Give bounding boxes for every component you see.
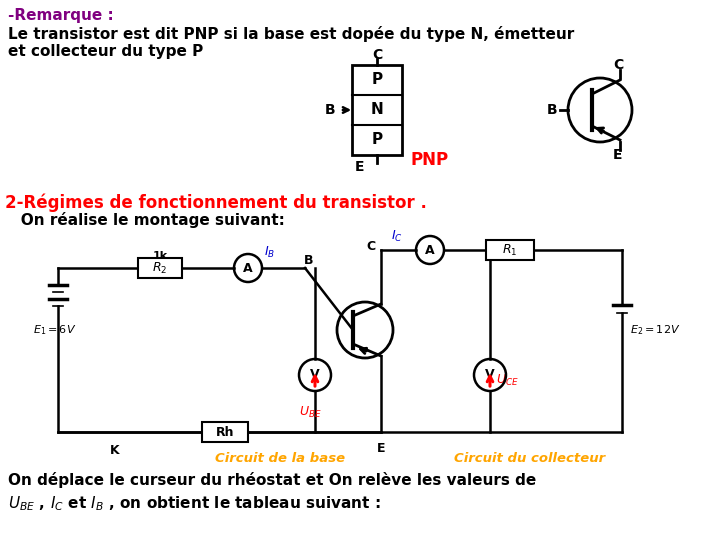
Text: V: V: [310, 368, 320, 381]
Text: V: V: [485, 368, 495, 381]
Text: et collecteur du type P: et collecteur du type P: [8, 44, 203, 59]
Text: C: C: [372, 48, 382, 62]
Text: -Remarque :: -Remarque :: [8, 8, 114, 23]
Text: $I_C$: $I_C$: [391, 228, 403, 244]
Text: $U_{BE}$ , $I_C$ et $I_B$ , on obtient le tableau suivant :: $U_{BE}$ , $I_C$ et $I_B$ , on obtient l…: [8, 494, 381, 512]
Text: B: B: [325, 103, 336, 117]
Text: $E_2 = 12V$: $E_2 = 12V$: [630, 323, 680, 337]
Text: PNP: PNP: [410, 151, 448, 169]
Text: $U_{CE}$: $U_{CE}$: [496, 373, 519, 388]
Text: B: B: [305, 253, 314, 267]
Text: 2-Régimes de fonctionnement du transistor .: 2-Régimes de fonctionnement du transisto…: [5, 193, 427, 212]
Text: On réalise le montage suivant:: On réalise le montage suivant:: [5, 212, 285, 228]
Text: K: K: [110, 444, 120, 457]
Bar: [352, 65, 402, 155]
Text: N: N: [371, 103, 383, 118]
Text: P: P: [372, 72, 382, 87]
Text: P: P: [372, 132, 382, 147]
Text: $E_1 = 6V$: $E_1 = 6V$: [33, 323, 76, 337]
Text: A: A: [243, 261, 253, 274]
Text: $I_B$: $I_B$: [264, 245, 276, 260]
Text: Rh: Rh: [216, 426, 234, 438]
Text: E: E: [613, 148, 623, 162]
Text: C: C: [613, 58, 623, 72]
Bar: [486, 240, 534, 260]
Text: B: B: [546, 103, 557, 117]
Text: E: E: [355, 160, 365, 174]
Text: Circuit de la base: Circuit de la base: [215, 451, 345, 464]
Text: On déplace le curseur du rhéostat et On relève les valeurs de: On déplace le curseur du rhéostat et On …: [8, 472, 536, 488]
Bar: [202, 422, 248, 442]
Text: Le transistor est dit PNP si la base est dopée du type N, émetteur: Le transistor est dit PNP si la base est…: [8, 26, 575, 42]
Text: C: C: [366, 240, 376, 253]
Text: 1k: 1k: [153, 251, 168, 261]
Text: Circuit du collecteur: Circuit du collecteur: [454, 451, 606, 464]
Text: $R_2$: $R_2$: [153, 260, 168, 275]
Text: $R_1$: $R_1$: [503, 242, 518, 258]
Text: E: E: [377, 442, 385, 455]
Text: A: A: [426, 244, 435, 256]
Bar: [138, 258, 182, 278]
Text: $U_{BE}$: $U_{BE}$: [299, 405, 321, 420]
